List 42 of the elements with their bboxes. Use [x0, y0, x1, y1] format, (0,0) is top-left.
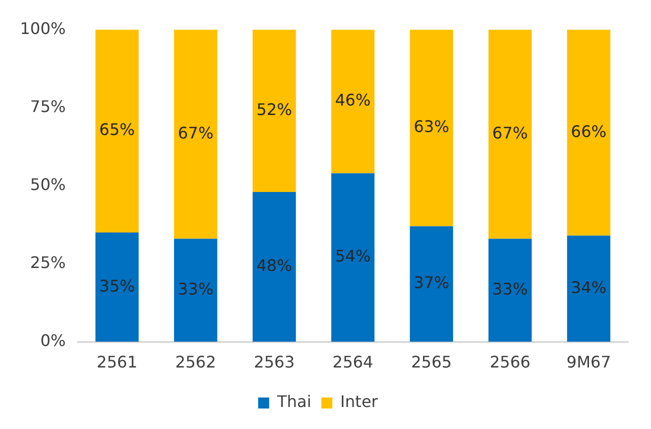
y-tick-label: 100% [20, 18, 66, 38]
data-label: 66% [570, 122, 606, 141]
bar [410, 30, 454, 226]
bar [567, 236, 610, 342]
x-tick-label: 2565 [411, 352, 452, 372]
data-label: 65% [99, 120, 135, 140]
bar [488, 30, 532, 239]
bar [410, 226, 454, 342]
x-tick-label: 9M67 [566, 352, 611, 372]
bar [252, 192, 296, 342]
bar [252, 30, 296, 192]
bar [331, 173, 374, 342]
bar [174, 30, 218, 239]
x-tick-label: 2564 [332, 352, 374, 372]
bar [567, 30, 610, 236]
data-label: 67% [178, 123, 214, 142]
x-tick-label: 2562 [175, 352, 216, 372]
y-tick-label: 50% [30, 174, 66, 194]
data-label: 33% [492, 279, 528, 298]
data-label: 34% [570, 278, 606, 297]
data-label: 33% [178, 279, 214, 298]
bar [488, 238, 532, 342]
data-label: 63% [414, 117, 450, 136]
data-label: 35% [99, 276, 135, 296]
data-label: 37% [414, 273, 450, 292]
data-label: 67% [492, 123, 528, 142]
bar [95, 232, 139, 342]
bar [174, 238, 218, 342]
y-tick-label: 0% [40, 330, 66, 350]
data-label: 48% [256, 256, 292, 276]
x-tick-label: 2561 [96, 352, 138, 372]
y-tick-label: 25% [30, 252, 66, 272]
x-tick-label: 2563 [254, 352, 295, 372]
bar [95, 30, 139, 233]
x-tick-label: 2566 [490, 352, 530, 372]
legend-label: Thai [276, 392, 312, 412]
data-label: 46% [335, 90, 371, 110]
y-tick-label: 75% [30, 96, 66, 116]
bar [331, 30, 374, 174]
legend-label: Inter [340, 392, 378, 412]
data-label: 52% [256, 100, 292, 119]
data-label: 54% [335, 246, 371, 266]
